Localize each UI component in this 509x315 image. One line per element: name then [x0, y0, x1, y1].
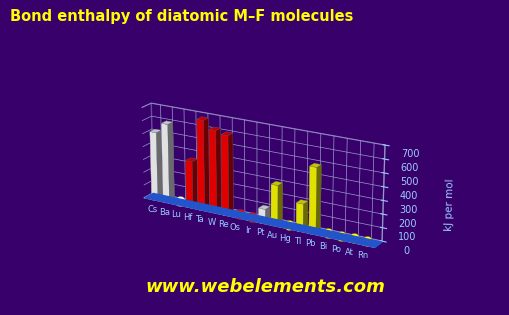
Text: Bond enthalpy of diatomic M–F molecules: Bond enthalpy of diatomic M–F molecules [10, 9, 353, 25]
Text: www.webelements.com: www.webelements.com [145, 278, 384, 296]
